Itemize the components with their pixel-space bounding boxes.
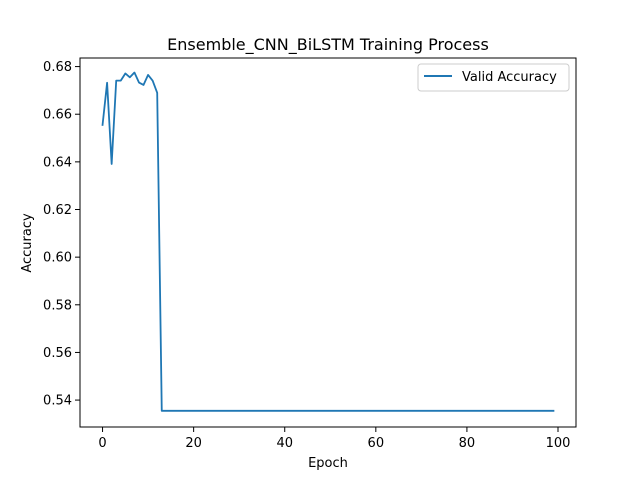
y-tick-label: 0.64 [43,155,72,170]
x-tick-label: 20 [185,436,202,451]
y-tick-label: 0.54 [43,394,72,409]
y-axis-ticks: 0.54 0.56 0.58 0.60 0.62 0.64 0.66 0.68 [43,60,80,409]
y-tick-label: 0.60 [43,251,72,266]
x-tick-label: 40 [276,436,293,451]
y-tick-label: 0.56 [43,346,72,361]
y-tick-label: 0.66 [43,108,72,123]
x-tick-label: 0 [98,436,106,451]
y-axis-label: Accuracy [20,213,35,273]
x-axis-ticks: 0 20 40 60 80 100 [98,427,570,451]
x-tick-label: 100 [546,436,571,451]
chart-title: Ensemble_CNN_BiLSTM Training Process [167,35,489,55]
legend: Valid Accuracy [417,63,570,92]
x-tick-label: 80 [459,436,476,451]
y-tick-label: 0.58 [43,298,72,313]
plot-frame [79,57,577,428]
series-layer [101,71,555,412]
y-tick-label: 0.68 [43,60,72,75]
y-tick-label: 0.62 [43,203,72,218]
legend-box [417,63,570,92]
legend-label-valid-accuracy: Valid Accuracy [462,70,557,85]
series-line-valid-accuracy [101,71,555,412]
x-axis-label: Epoch [308,456,348,471]
x-tick-label: 60 [368,436,385,451]
